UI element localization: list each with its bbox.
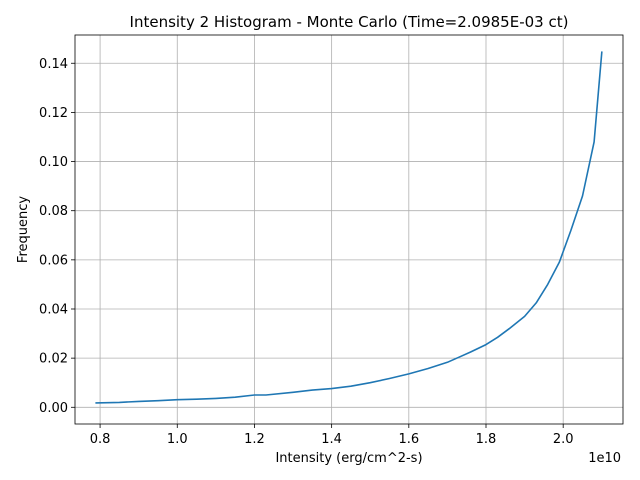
x-tick-label: 0.8 [90, 432, 111, 447]
x-axis: 0.8 1.0 1.2 1.4 1.6 1.8 2.0 [90, 424, 574, 447]
grid [75, 35, 623, 424]
x-tick-label: 1.0 [167, 432, 188, 447]
x-tick-label: 1.6 [398, 432, 419, 447]
y-tick-label: 0.08 [39, 204, 68, 219]
chart-title: Intensity 2 Histogram - Monte Carlo (Tim… [130, 13, 569, 31]
x-tick-label: 1.4 [321, 432, 342, 447]
y-tick-label: 0.12 [39, 106, 68, 121]
y-axis: 0.00 0.02 0.04 0.06 0.08 0.10 0.12 0.14 [39, 57, 75, 416]
x-tick-label: 1.8 [476, 432, 497, 447]
plot-area [95, 51, 603, 404]
y-tick-label: 0.04 [39, 302, 68, 317]
x-tick-label: 1.2 [244, 432, 265, 447]
y-tick-label: 0.10 [39, 155, 68, 170]
y-tick-label: 0.00 [39, 401, 68, 416]
y-tick-label: 0.02 [39, 352, 68, 367]
y-axis-label: Frequency [16, 196, 31, 263]
x-tick-label: 2.0 [553, 432, 574, 447]
x-axis-label: Intensity (erg/cm^2-s) [275, 451, 422, 466]
y-tick-label: 0.06 [39, 253, 68, 268]
y-tick-label: 0.14 [39, 57, 68, 72]
axes-frame [74, 34, 624, 425]
series-line [95, 51, 603, 404]
x-axis-offset-label: 1e10 [588, 451, 621, 466]
